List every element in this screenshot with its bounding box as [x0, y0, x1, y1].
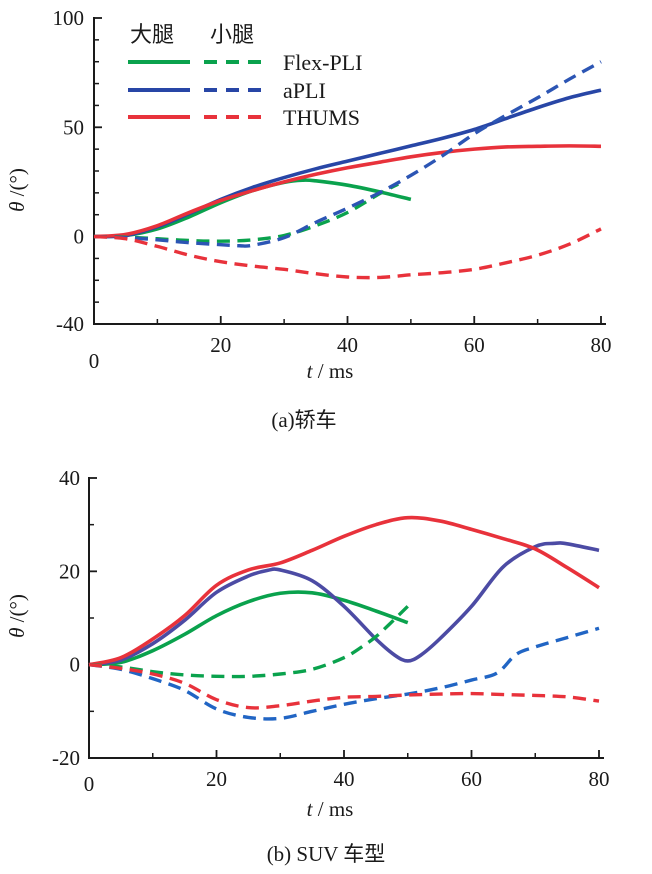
x-tick-label: 20: [210, 333, 231, 357]
series-thums-shank: [93, 227, 602, 280]
x-tick-label: 0: [89, 349, 100, 373]
x-tick-label: 0: [84, 772, 95, 796]
y-tick-label: 40: [59, 466, 80, 490]
series-apli-thigh: [88, 541, 600, 667]
series-thums-shank: [88, 662, 600, 710]
legend-label-flex-pli: Flex-PLI: [283, 50, 362, 75]
y-tick-label: 100: [53, 6, 85, 30]
series-apli-shank: [88, 626, 600, 721]
x-tick-label: 40: [334, 767, 355, 791]
x-tick-label: 60: [464, 333, 485, 357]
legend-header-thigh: 大腿: [130, 22, 174, 47]
series-flex-pli-shank: [93, 182, 399, 243]
series-thums-thigh: [93, 144, 602, 239]
y-axis-title: θ /(°): [5, 594, 29, 638]
y-axis-title: θ /(°): [5, 168, 29, 212]
y-tick-label: -20: [52, 746, 80, 770]
y-tick-label: 50: [63, 115, 84, 139]
chart-suv-caption: (b) SUV 车型: [266, 842, 386, 866]
x-tick-label: 60: [461, 767, 482, 791]
y-tick-label: 20: [59, 559, 80, 583]
y-tick-label: 0: [74, 225, 85, 249]
x-axis-title: t / ms: [307, 797, 354, 821]
x-tick-label: 40: [337, 333, 358, 357]
x-tick-label: 80: [591, 333, 612, 357]
x-tick-label: 20: [206, 767, 227, 791]
series-apli-shank: [93, 60, 602, 248]
legend-label-apli: aPLI: [283, 78, 326, 103]
chart-sedan-caption: (a)轿车: [271, 408, 337, 432]
legend-header-shank: 小腿: [210, 22, 254, 47]
y-tick-label: 0: [70, 653, 81, 677]
series-flex-pli-thigh: [88, 590, 409, 667]
legend-label-thums: THUMS: [283, 105, 360, 130]
x-axis-title: t / ms: [307, 359, 354, 383]
x-tick-label: 80: [589, 767, 610, 791]
y-tick-label: -40: [56, 312, 84, 336]
series-flex-pli-shank: [88, 605, 409, 679]
series-thums-thigh: [88, 515, 600, 667]
